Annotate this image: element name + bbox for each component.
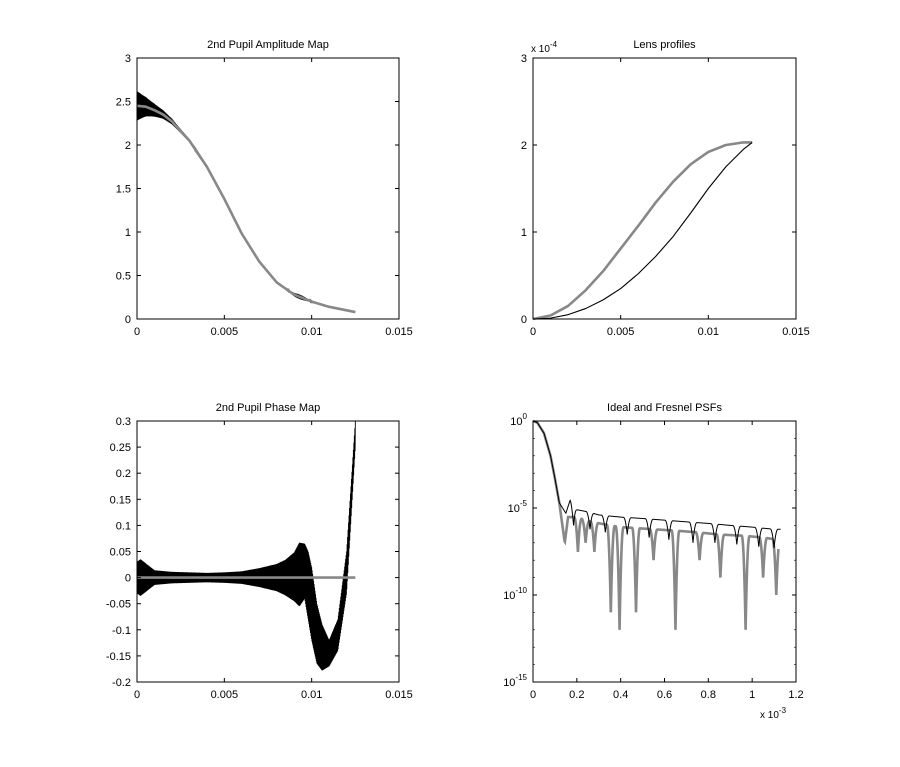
y-tick-label-2: 1 [125, 227, 131, 239]
y-tick-label-5: 2.5 [116, 97, 131, 109]
x-tick-label-1: 0.005 [211, 689, 239, 701]
y-tick-label-4: 0 [125, 573, 131, 585]
x-tick-label-0: 0 [134, 326, 140, 338]
x-tick-label-0: 0 [530, 689, 536, 701]
y-tick-label-8: 0.2 [116, 468, 131, 480]
y-tick-label-3: 3 [521, 53, 527, 65]
x-tick-label-2: 0.4 [613, 689, 628, 701]
x-tick-label-3: 0.015 [385, 689, 413, 701]
y-tick-label-1: 1 [521, 227, 527, 239]
y-tick-label-4: 2 [125, 140, 131, 152]
chart-title: 2nd Pupil Amplitude Map [207, 39, 329, 51]
plot-area [136, 91, 356, 314]
y-tick-label-9: 0.25 [110, 442, 131, 454]
y-tick-label-1: -0.15 [106, 651, 131, 663]
y-tick-label-2: -0.1 [112, 625, 131, 637]
series-line-1 [532, 141, 753, 320]
plot-area [532, 141, 753, 321]
y-tick-label-0: 0 [125, 314, 131, 326]
plot-area [136, 420, 356, 671]
y-tick-label-0: 100 [510, 412, 527, 428]
plot-area [532, 419, 781, 630]
chart-title: Lens profiles [633, 39, 696, 51]
x-tick-label-5: 1 [749, 689, 755, 701]
chart-title: 2nd Pupil Phase Map [216, 402, 321, 414]
x-tick-label-0: 0 [530, 326, 536, 338]
series-line-0 [136, 420, 356, 671]
y-tick-label-3: 10-15 [503, 673, 527, 689]
series-line-0 [136, 91, 356, 313]
series-line-1 [532, 420, 781, 549]
axes-frame [136, 420, 400, 683]
x-tick-label-2: 0.01 [301, 689, 322, 701]
y-tick-label-0: -0.2 [112, 677, 131, 689]
y-tick-label-2: 10-10 [503, 586, 527, 602]
panel-phase-map: 0 0.005 0.01 0.015 -0.2 -0.15 -0.1 -0.05 0 0.05 0.… [106, 402, 413, 701]
y-tick-label-1: 10-5 [508, 499, 528, 515]
y-tick-label-3: 1.5 [116, 184, 131, 196]
y-tick-label-7: 0.15 [110, 494, 131, 506]
y-multiplier-label: x 10-4 [531, 40, 558, 55]
x-tick-label-1: 0.2 [569, 689, 584, 701]
series-line-0 [532, 141, 753, 321]
x-tick-label-3: 0.6 [657, 689, 672, 701]
series-line-1 [136, 104, 356, 314]
y-tick-label-1: 0.5 [116, 271, 131, 283]
panel-amplitude-map: 0 0.005 0.01 0.015 0 0.5 1 1.5 2 2.5 3 2nd Pupil Am… [116, 39, 413, 338]
y-tick-label-10: 0.3 [116, 416, 131, 428]
axes-frame [136, 57, 400, 320]
y-tick-label-6: 3 [125, 53, 131, 65]
x-tick-label-2: 0.01 [698, 326, 719, 338]
x-tick-label-2: 0.01 [301, 326, 322, 338]
x-tick-label-3: 0.015 [782, 326, 810, 338]
x-tick-label-0: 0 [134, 689, 140, 701]
x-tick-label-4: 0.8 [701, 689, 716, 701]
x-tick-label-1: 0.005 [607, 326, 635, 338]
panel-lens-profiles: 0 0.005 0.01 0.015 0 1 2 3 Lens profiles x 10-4 [521, 39, 810, 338]
y-tick-label-2: 2 [521, 140, 527, 152]
y-tick-label-5: 0.05 [110, 547, 131, 559]
y-tick-label-6: 0.1 [116, 520, 131, 532]
chart-title: Ideal and Fresnel PSFs [607, 402, 722, 414]
axes-frame [532, 57, 797, 320]
y-tick-label-3: -0.05 [106, 599, 131, 611]
x-multiplier-label: x 10-3 [760, 706, 787, 721]
x-tick-label-6: 1.2 [788, 689, 803, 701]
series-line-0 [532, 419, 780, 630]
panel-psfs: 0 0.2 0.4 0.6 0.8 1 1.2 100 10-5 10-10 10-15 Ideal … [503, 402, 803, 721]
x-tick-label-1: 0.005 [211, 326, 239, 338]
x-tick-label-3: 0.015 [385, 326, 413, 338]
axes-frame [532, 420, 797, 683]
y-tick-label-0: 0 [521, 314, 527, 326]
